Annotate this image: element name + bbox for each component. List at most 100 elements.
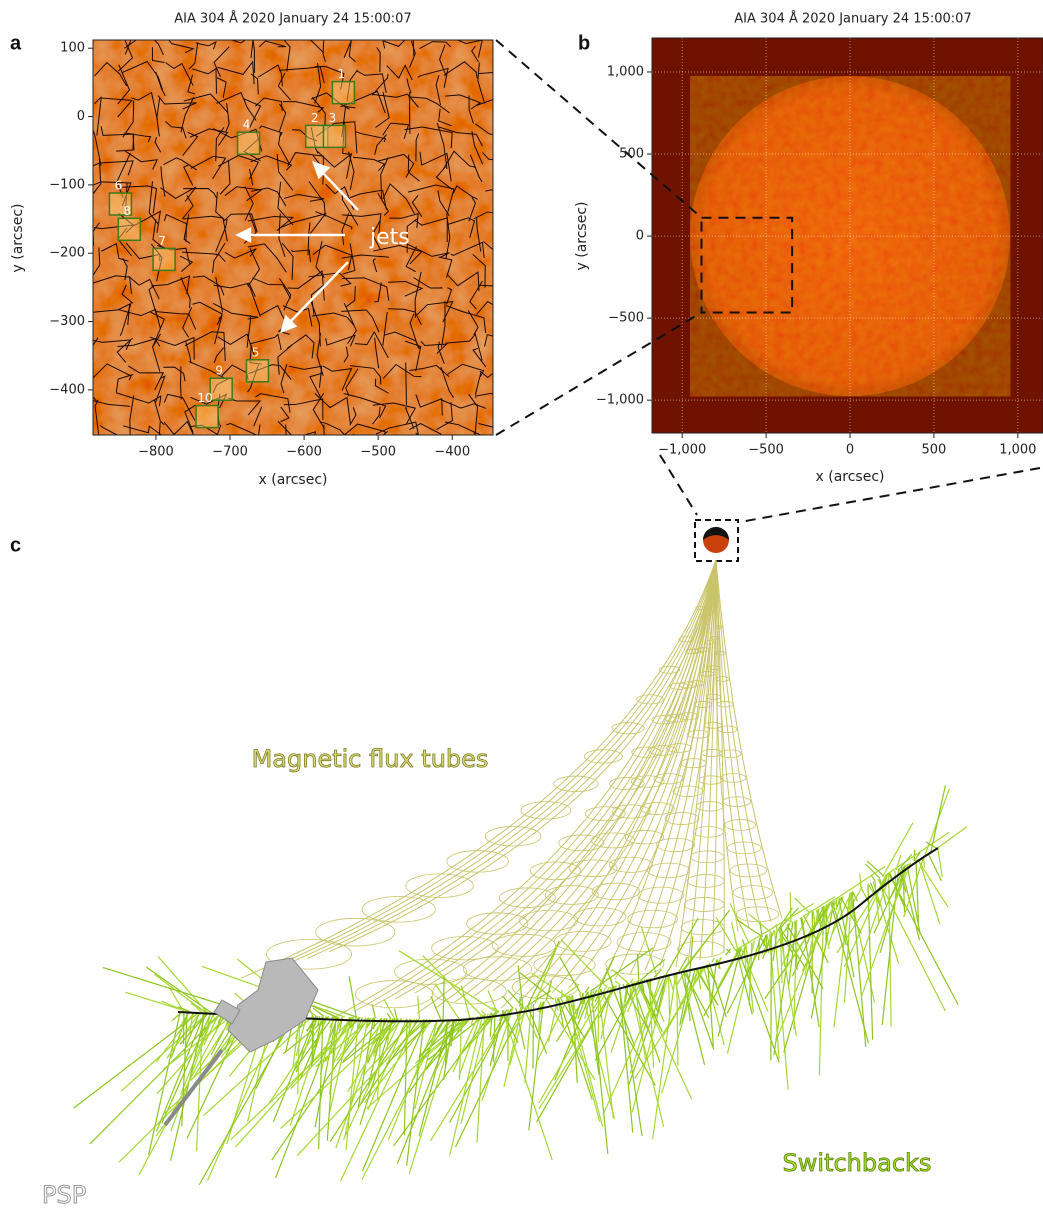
tube-edge bbox=[355, 560, 716, 1011]
panel-letter: a bbox=[10, 32, 22, 54]
switchback-spike bbox=[525, 1004, 532, 1083]
region-box bbox=[332, 82, 354, 104]
switchback-spike bbox=[872, 876, 875, 881]
x-tick-label: 0 bbox=[846, 443, 854, 458]
switchbacks bbox=[74, 785, 967, 1184]
plot-title: AIA 304 Å 2020 January 24 15:00:07 bbox=[174, 11, 411, 27]
tube-edge bbox=[518, 560, 716, 1003]
tube-edge bbox=[375, 560, 716, 1005]
switchback-spike bbox=[938, 849, 942, 877]
x-tick-label: −500 bbox=[748, 443, 784, 458]
y-tick-label: −500 bbox=[608, 311, 644, 326]
switchback-label: Switchbacks bbox=[783, 1149, 932, 1177]
switchback-spike bbox=[919, 859, 940, 924]
region-box bbox=[210, 378, 232, 400]
region-label: 7 bbox=[158, 234, 166, 248]
panel-letter: c bbox=[10, 534, 21, 556]
x-axis-title: x (arcsec) bbox=[816, 469, 885, 485]
switchback-spike bbox=[349, 976, 356, 1017]
y-tick-label: −1,000 bbox=[596, 393, 644, 408]
switchback-spike bbox=[612, 970, 628, 983]
x-tick-label: −500 bbox=[360, 445, 396, 460]
spacecraft-label: PSP bbox=[42, 1181, 86, 1209]
switchback-spike bbox=[482, 1011, 485, 1015]
y-tick-label: −400 bbox=[49, 382, 85, 397]
switchback-spike bbox=[738, 949, 779, 1062]
switchback-spike bbox=[792, 906, 823, 976]
switchback-spike bbox=[532, 973, 567, 996]
switchback-spike bbox=[488, 990, 497, 1011]
region-box bbox=[323, 125, 345, 147]
image-area bbox=[652, 38, 1043, 433]
panel-letter: b bbox=[578, 32, 590, 54]
y-tick-label: 0 bbox=[77, 109, 85, 124]
tube-edge bbox=[474, 560, 716, 996]
y-axis-title: y (arcsec) bbox=[10, 204, 26, 273]
region-label: 5 bbox=[252, 345, 260, 359]
x-tick-label: −800 bbox=[138, 445, 174, 460]
x-tick-label: −600 bbox=[286, 445, 322, 460]
x-axis-title: x (arcsec) bbox=[259, 472, 328, 488]
switchback-spike bbox=[74, 1013, 199, 1108]
switchback-spike bbox=[716, 917, 735, 950]
y-tick-label: 1,000 bbox=[607, 64, 644, 79]
switchback-spike bbox=[588, 992, 599, 1075]
panel-b: b AIA 304 Å 2020 January 24 15:00:07 x (… bbox=[574, 11, 1043, 486]
tube-edge bbox=[716, 560, 782, 918]
switchback-spike bbox=[591, 948, 654, 991]
switchback-spike bbox=[657, 975, 667, 1017]
switchback-spike bbox=[712, 958, 714, 962]
switchback-spike bbox=[161, 1001, 188, 1012]
switchback-spike bbox=[878, 879, 945, 1011]
tube-edge bbox=[712, 560, 717, 956]
flux-tube-label: Magnetic flux tubes bbox=[252, 745, 489, 773]
tube-edge bbox=[501, 560, 716, 1008]
region-label: 6 bbox=[115, 179, 123, 193]
zoom-line bbox=[740, 468, 1040, 522]
plot-title: AIA 304 Å 2020 January 24 15:00:07 bbox=[734, 11, 971, 27]
tube-edge bbox=[569, 560, 716, 988]
x-tick-label: −400 bbox=[434, 445, 470, 460]
region-label: 10 bbox=[197, 391, 212, 405]
switchback-spike bbox=[387, 1013, 390, 1018]
switchback-spike bbox=[388, 1020, 437, 1140]
y-tick-label: 100 bbox=[60, 41, 85, 56]
switchback-spike bbox=[191, 1001, 202, 1013]
region-box bbox=[238, 132, 260, 154]
figure: a AIA 304 Å 2020 January 24 15:00:07 x (… bbox=[0, 0, 1043, 1213]
tube-edge bbox=[716, 560, 760, 925]
y-tick-label: −300 bbox=[49, 314, 85, 329]
y-tick-label: 500 bbox=[619, 147, 644, 162]
y-axis-title: y (arcsec) bbox=[574, 202, 590, 271]
image-area bbox=[84, 32, 516, 466]
tube-edge bbox=[415, 560, 716, 993]
switchback-spike bbox=[561, 939, 607, 987]
zoom-line bbox=[660, 455, 697, 515]
switchback-spike bbox=[418, 996, 420, 1019]
y-tick-label: −100 bbox=[49, 177, 85, 192]
switchback-spike bbox=[493, 1012, 495, 1062]
region-label: 3 bbox=[329, 111, 337, 125]
tube-edge bbox=[716, 560, 749, 928]
switchback-spike bbox=[776, 924, 777, 929]
panel-a: a AIA 304 Å 2020 January 24 15:00:07 x (… bbox=[10, 11, 516, 489]
region-box bbox=[246, 360, 268, 382]
switchback-spike bbox=[481, 1012, 496, 1030]
y-tick-label: −200 bbox=[49, 246, 85, 261]
switchback-spike bbox=[443, 976, 444, 1019]
jets-label: jets bbox=[369, 225, 410, 250]
switchback-spike bbox=[630, 979, 633, 983]
switchback-spike bbox=[860, 874, 861, 888]
switchback-spike bbox=[868, 884, 873, 1040]
switchback-spike bbox=[759, 938, 760, 960]
region-label: 9 bbox=[215, 364, 223, 378]
switchback-spike bbox=[669, 974, 670, 1020]
switchback-spike bbox=[615, 981, 620, 985]
switchback-spike bbox=[395, 1009, 397, 1019]
tube-edge bbox=[395, 560, 716, 999]
switchback-spike bbox=[730, 903, 749, 943]
panel-c: c Magnetic flux tubes Switchbacks PSP bbox=[10, 520, 967, 1209]
x-tick-label: 1,000 bbox=[999, 443, 1036, 458]
switchback-spike bbox=[585, 987, 589, 993]
x-tick-label: −1,000 bbox=[658, 443, 706, 458]
